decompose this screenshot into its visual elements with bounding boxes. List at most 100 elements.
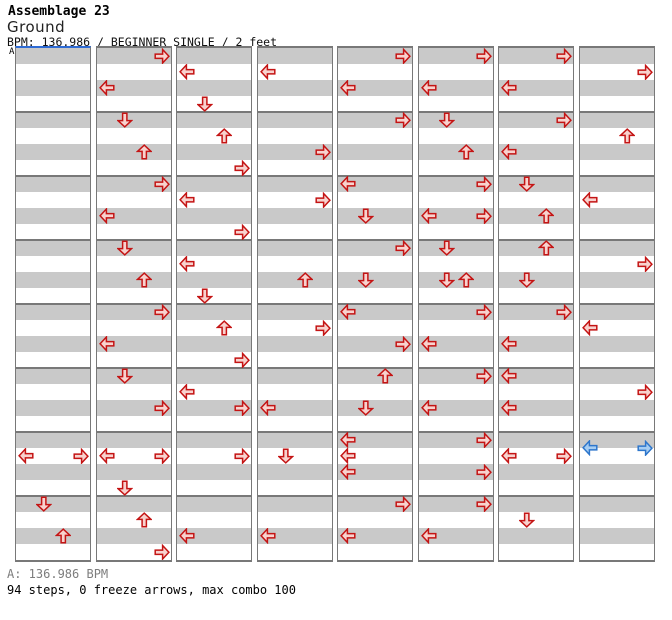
beat-row [499, 416, 573, 432]
arrow-left-icon [98, 80, 115, 96]
beat-row [97, 320, 171, 336]
arrow-down-icon [358, 272, 374, 288]
beat-row [16, 80, 90, 96]
arrow-up-icon [215, 320, 232, 336]
measure-divider [16, 303, 90, 305]
arrow-right-icon [475, 496, 492, 512]
arrow-down-icon [117, 112, 133, 128]
arrow-up-icon [537, 240, 554, 256]
measure-divider [499, 303, 573, 305]
beat-row [258, 400, 332, 416]
beat-row [258, 496, 332, 512]
beat-row [499, 320, 573, 336]
arrow-left-icon [339, 528, 356, 544]
section-a-label: A [9, 47, 15, 57]
beat-row [97, 544, 171, 560]
beat-row [580, 80, 654, 96]
beat-row [499, 112, 573, 128]
beat-row [177, 288, 251, 304]
arrow-right-icon [153, 400, 170, 416]
beat-row [499, 192, 573, 208]
beat-row [338, 176, 412, 192]
arrow-down-icon [117, 240, 133, 256]
beat-row [580, 208, 654, 224]
beat-row [97, 288, 171, 304]
beat-row [16, 448, 90, 464]
beat-row [419, 416, 493, 432]
arrow-down-icon [358, 208, 374, 224]
beat-row [97, 496, 171, 512]
beat-row [16, 160, 90, 176]
arrow-left-icon [98, 448, 115, 464]
measure-divider [16, 175, 90, 177]
arrow-right-icon [475, 432, 492, 448]
beat-row [499, 160, 573, 176]
beat-row [338, 272, 412, 288]
beat-row [177, 240, 251, 256]
beat-row [580, 496, 654, 512]
arrow-right-icon [475, 368, 492, 384]
beat-row [177, 496, 251, 512]
beat-row [16, 368, 90, 384]
arrow-down-icon [36, 496, 52, 512]
beat-row [16, 304, 90, 320]
arrow-right-icon [233, 160, 250, 176]
beat-row [16, 544, 90, 560]
arrow-right-icon [475, 176, 492, 192]
measure-divider [419, 303, 493, 305]
beat-row [580, 272, 654, 288]
artist-name: Assemblage 23 [8, 4, 110, 19]
measure-divider [499, 239, 573, 241]
measure-divider [499, 367, 573, 369]
beat-row [419, 64, 493, 80]
beat-row [419, 448, 493, 464]
beat-row [177, 352, 251, 368]
beat-row [580, 320, 654, 336]
beat-row [258, 464, 332, 480]
beat-row [97, 224, 171, 240]
arrow-left-icon [581, 440, 598, 456]
arrow-left-icon [339, 448, 356, 464]
beat-row [16, 384, 90, 400]
arrow-left-icon [420, 400, 437, 416]
measure-column-6 [418, 46, 494, 562]
arrow-right-icon [153, 544, 170, 560]
measure-divider [419, 495, 493, 497]
measure-column-5 [337, 46, 413, 562]
measure-divider [580, 239, 654, 241]
beat-row [419, 336, 493, 352]
beat-row [177, 192, 251, 208]
beat-row [258, 160, 332, 176]
arrow-up-icon [135, 144, 152, 160]
arrow-right-icon [314, 320, 331, 336]
beat-row [499, 64, 573, 80]
beat-row [16, 288, 90, 304]
beat-row [258, 96, 332, 112]
beat-row [419, 240, 493, 256]
beat-row [338, 160, 412, 176]
beat-row [338, 400, 412, 416]
beat-row [419, 224, 493, 240]
measure-divider [419, 175, 493, 177]
beat-row [499, 304, 573, 320]
arrow-right-icon [233, 352, 250, 368]
beat-row [177, 528, 251, 544]
arrow-right-icon [394, 48, 411, 64]
beat-row [97, 416, 171, 432]
beat-row [338, 528, 412, 544]
arrow-up-icon [537, 208, 554, 224]
beat-row [580, 304, 654, 320]
arrow-right-icon [72, 448, 89, 464]
measure-divider [258, 175, 332, 177]
measure-divider [258, 495, 332, 497]
beat-row [338, 192, 412, 208]
beat-row [97, 80, 171, 96]
beat-row [580, 384, 654, 400]
chart-meta-line: BPM: 136.986 / BEGINNER SINGLE / 2 feet [7, 35, 278, 49]
beat-row [338, 64, 412, 80]
beat-row [419, 112, 493, 128]
beat-row [177, 400, 251, 416]
arrow-right-icon [636, 256, 653, 272]
beat-row [499, 448, 573, 464]
measure-divider [97, 111, 171, 113]
